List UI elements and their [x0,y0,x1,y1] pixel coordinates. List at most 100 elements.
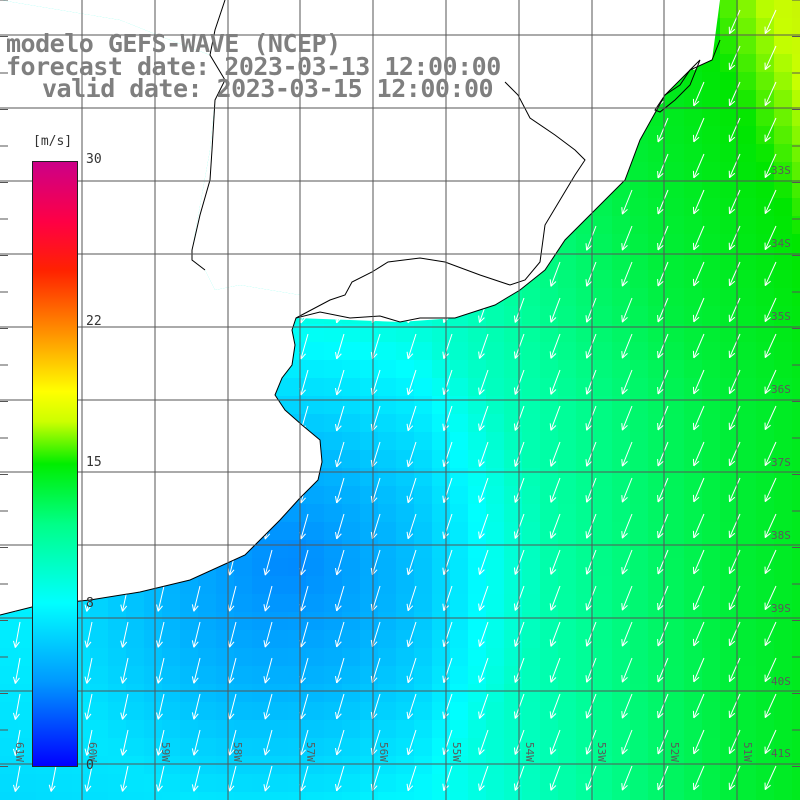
wind-speed-cell [270,522,288,540]
wind-speed-cell [576,648,594,666]
wind-arrow [406,405,417,432]
wind-speed-cell [684,468,702,486]
wind-speed-cell [756,684,774,702]
wind-speed-cell [126,684,144,702]
wind-speed-cell [612,432,630,450]
wind-speed-cell [360,468,378,486]
wind-speed-cell [252,756,270,774]
wind-arrow [764,225,777,251]
wind-speed-cell [792,360,800,378]
wind-speed-cell [216,684,234,702]
wind-arrow [406,693,417,720]
wind-arrow [406,549,417,576]
wind-speed-cell [774,342,792,360]
wind-speed-cell [288,720,306,738]
wind-speed-cell [630,468,648,486]
wind-speed-cell [666,612,684,630]
wind-speed-cell [234,720,252,738]
wind-speed-cell [612,540,630,558]
wind-speed-cell [108,792,126,800]
wind-arrow [585,657,597,683]
wind-arrow [692,729,705,755]
wind-speed-cell [288,756,306,774]
wind-speed-cell [774,360,792,378]
latitude-label: 37S [771,456,791,469]
wind-arrow [585,441,597,467]
wind-speed-cell [342,720,360,738]
wind-speed-cell [126,594,144,612]
wind-speed-cell [216,648,234,666]
wind-speed-cell [630,504,648,522]
wind-arrow [585,477,597,503]
wind-arrow [585,333,597,359]
wind-arrow [478,333,489,359]
wind-speed-cell [738,720,756,738]
wind-speed-cell [432,720,450,738]
wind-arrow [657,153,669,179]
wind-speed-cell [450,558,468,576]
wind-speed-cell [774,90,792,108]
wind-arrow [621,765,633,791]
wind-arrow [692,513,705,539]
wind-speed-cell [720,612,738,630]
wind-speed-cell [738,36,756,54]
wind-arrow [478,657,489,683]
wind-speed-cell [792,306,800,324]
wind-speed-cell [792,522,800,540]
wind-arrow [335,693,345,720]
wind-speed-cell [576,324,594,342]
wind-speed-cell [792,396,800,414]
wind-speed-cell [324,324,342,342]
wind-speed-cell [702,684,720,702]
wind-speed-cell [378,666,396,684]
wind-speed-cell [270,756,288,774]
wind-speed-cell [0,720,18,738]
wind-speed-cell [0,702,18,720]
wind-speed-cell [90,666,108,684]
wind-arrow [335,477,345,504]
wind-speed-cell [792,468,800,486]
wind-speed-cell [396,594,414,612]
wind-speed-cell [756,252,774,270]
latitude-label: 36S [771,383,791,396]
wind-speed-cell [738,252,756,270]
wind-speed-cell [360,396,378,414]
wind-speed-cell [648,216,666,234]
wind-speed-cell [576,414,594,432]
wind-arrow [692,693,705,719]
wind-arrow [764,513,777,539]
wind-speed-cell [486,414,504,432]
wind-speed-cell [666,558,684,576]
wind-speed-cell [702,594,720,612]
wind-speed-cell [144,720,162,738]
wind-arrow [621,729,633,755]
wind-speed-cell [414,594,432,612]
wind-speed-cell [378,612,396,630]
wind-arrow [728,729,741,755]
wind-speed-cell [792,90,800,108]
wind-arrow [335,657,345,684]
wind-speed-cell [792,594,800,612]
wind-arrow [764,477,777,503]
wind-speed-cell [540,792,558,800]
wind-speed-cell [360,558,378,576]
wind-speed-cell [162,738,180,756]
wind-speed-cell [450,702,468,720]
latitude-label: 39S [771,602,791,615]
wind-speed-cell [324,756,342,774]
wind-speed-cell [576,594,594,612]
wind-speed-cell [720,144,738,162]
wind-speed-cell [630,594,648,612]
wind-speed-cell [288,504,306,522]
grid-labels: 33S 34S 35S 36S 37S 38S 39S 40S 41S 61W 60W 59W 58W 5… [13,164,791,762]
colorbar [32,161,78,767]
wind-speed-cell [666,234,684,252]
wind-speed-cell [468,594,486,612]
wind-arrow [478,441,489,467]
wind-speed-cell [0,738,18,756]
wind-speed-cell [720,432,738,450]
wind-speed-cell [306,324,324,342]
wind-speed-cell [468,540,486,558]
wind-speed-cell [378,576,396,594]
wind-speed-cell [756,612,774,630]
